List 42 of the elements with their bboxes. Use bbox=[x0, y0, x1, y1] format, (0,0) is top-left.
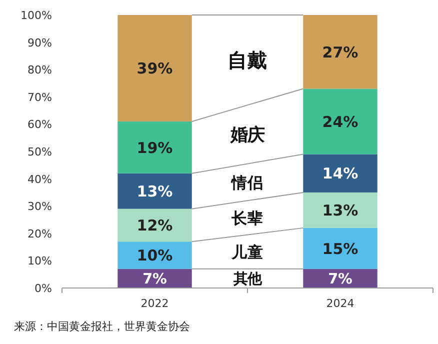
bar bbox=[303, 88, 378, 154]
y-tick-label: 10% bbox=[28, 254, 52, 268]
x-tick-label: 2024 bbox=[326, 297, 354, 310]
bar bbox=[118, 208, 192, 242]
bar bbox=[118, 121, 192, 174]
bar bbox=[303, 154, 378, 192]
y-tick-label: 80% bbox=[28, 64, 52, 77]
y-tick-label: 40% bbox=[28, 172, 52, 186]
bar bbox=[303, 15, 378, 89]
data-label: 12% bbox=[136, 216, 173, 235]
source-note: 来源：中国黄金报社，世界黄金协会 bbox=[14, 320, 190, 333]
data-label: 13% bbox=[322, 202, 358, 220]
y-tick-label: 90% bbox=[28, 36, 52, 50]
y-tick-label: 30% bbox=[28, 200, 52, 214]
y-tick-label: 100% bbox=[20, 9, 52, 22]
text: 婚庆 bbox=[230, 126, 264, 146]
series-label: 自戴 bbox=[228, 49, 268, 72]
y-tick-label: 60% bbox=[28, 118, 52, 132]
y-tick-label: 70% bbox=[28, 90, 52, 104]
text: 其他 bbox=[232, 272, 262, 288]
data-label: 39% bbox=[136, 60, 173, 78]
y-tick-label: 0% bbox=[34, 282, 52, 295]
text: 儿童 bbox=[230, 242, 264, 262]
bar bbox=[118, 15, 192, 122]
data-label: 14% bbox=[322, 164, 358, 183]
text: 情侣 bbox=[230, 172, 264, 192]
bar bbox=[303, 228, 378, 269]
bar bbox=[118, 173, 192, 209]
data-label: 27% bbox=[322, 43, 358, 62]
x-tick-label: 2022 bbox=[140, 297, 169, 310]
y-tick-label: 20% bbox=[28, 227, 52, 240]
bar bbox=[118, 242, 192, 269]
text: 长辈 bbox=[230, 209, 264, 228]
data-label: 19% bbox=[136, 138, 173, 157]
data-label: 15% bbox=[322, 240, 358, 258]
bar bbox=[303, 192, 378, 228]
data-label: 24% bbox=[322, 112, 358, 131]
data-label: 7% bbox=[328, 272, 352, 288]
data-label: 13% bbox=[136, 182, 173, 200]
y-tick-label: 50% bbox=[28, 146, 52, 158]
data-label: 10% bbox=[136, 246, 173, 265]
data-label: 7% bbox=[142, 272, 167, 288]
